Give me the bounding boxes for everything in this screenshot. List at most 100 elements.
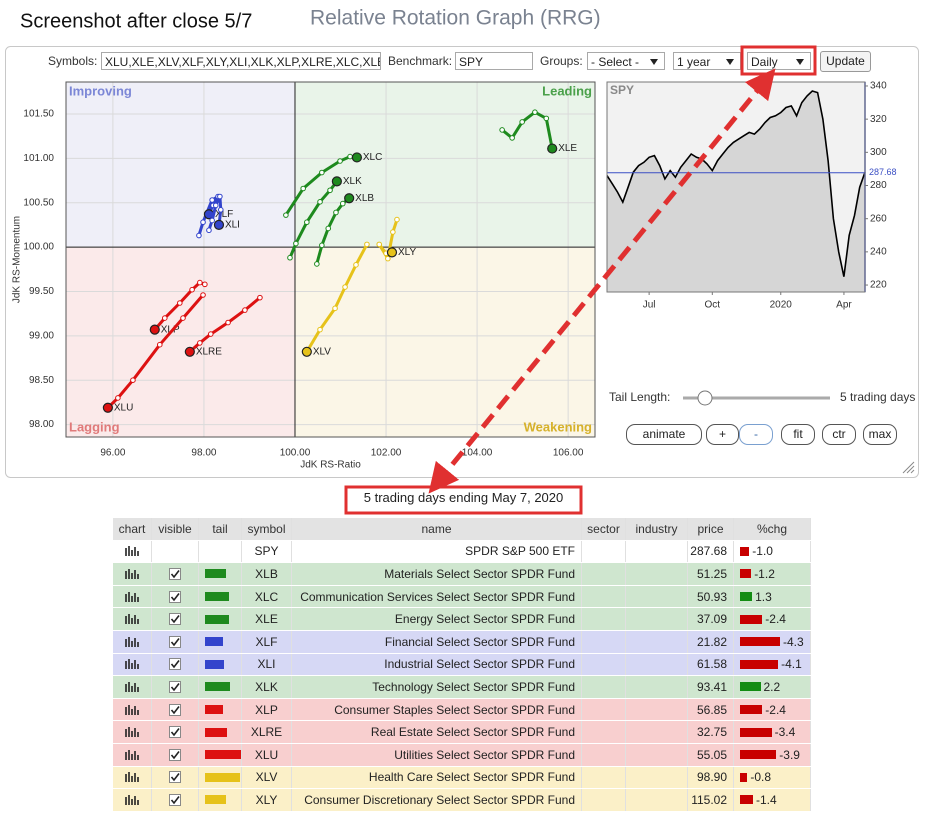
table-cell [199,743,242,766]
table-cell [626,608,688,630]
visible-checkbox[interactable] [168,658,182,671]
visible-checkbox[interactable] [168,748,182,761]
visible-checkbox[interactable] [168,567,182,580]
tail-point [242,307,248,313]
frequency-select[interactable]: Daily [747,52,811,70]
visible-checkbox[interactable] [168,726,182,739]
chart-icon[interactable] [125,591,139,603]
tail-value: 5 trading days [840,390,915,404]
table-cell [582,743,626,766]
quadrant [294,82,595,248]
head-point [547,143,558,154]
chg-value: -3.9 [779,747,800,762]
visible-checkbox[interactable] [168,771,182,784]
fund-name: Energy Select Sector SPDR Fund [394,612,575,627]
screenshot-title: Screenshot after close 5/7 [20,10,252,32]
table-cell: 37.09 [688,608,734,630]
chart-icon[interactable] [125,636,139,648]
table-cell [626,766,688,789]
rrg-button[interactable]: fit [781,424,815,445]
benchmark-input[interactable]: SPY [455,52,533,70]
x-tick-label: Apr [836,300,852,311]
table-cell [582,766,626,789]
tail-point [217,193,223,200]
quadrant-label: Improving [69,83,132,98]
tail-bar [205,750,241,760]
visible-checkbox[interactable] [168,613,182,626]
table-cell [152,743,199,766]
series-label: XLI [225,220,240,231]
quadrant-label: Leading [542,83,592,98]
rrg-button[interactable]: animate [626,424,702,445]
y-tick-label: 101.50 [23,109,54,120]
visible-checkbox[interactable] [168,680,182,693]
chg-value: -4.3 [783,634,804,649]
table-cell: -2.4 [734,608,811,630]
fund-name: Technology Select Sector SPDR Fund [372,679,575,694]
chg-bar [740,705,763,715]
head-point [386,247,398,258]
rrg-button[interactable]: - [739,424,773,445]
chart-icon[interactable] [125,658,139,670]
visible-checkbox[interactable] [168,590,182,603]
chart-icon[interactable] [125,794,139,806]
table-cell [113,789,152,811]
table-cell: SPY [242,540,292,563]
symbols-label: Symbols: [48,54,98,68]
table-cell: 51.25 [688,563,734,585]
tail-point [394,216,400,223]
visible-checkbox[interactable] [168,635,182,648]
table-cell [582,698,626,721]
table-cell: -3.9 [734,743,811,766]
y-tick-label: 340 [870,81,887,92]
fund-name: Communication Services Select Sector SPD… [300,589,575,604]
tail-point [200,292,206,298]
chart-icon[interactable] [125,613,139,625]
x-tick-label: 102.00 [371,448,402,459]
table-cell: Real Estate Select Sector SPDR Fund [292,721,582,743]
table-cell: -4.1 [734,653,811,676]
table-cell: 2.2 [734,676,811,698]
rrg-button[interactable]: + [706,424,739,445]
tail-point [519,119,525,125]
chart-icon[interactable] [125,726,139,738]
table-row: XLP Consumer Staples Select Sector SPDR F… [113,698,811,722]
table-cell: -1.0 [734,540,811,563]
chart-icon[interactable] [125,771,139,783]
visible-checkbox[interactable] [168,793,182,806]
quadrant-label: Lagging [69,419,120,434]
chart-icon[interactable] [125,749,139,761]
chg-bar [740,592,753,602]
table-cell [113,563,152,585]
period-select[interactable]: 1 year [673,52,741,70]
tail-point [209,217,215,224]
table-cell [626,540,688,563]
groups-select[interactable]: - Select - [587,52,665,70]
tail-point [177,300,183,306]
table-cell: Consumer Staples Select Sector SPDR Fund [292,698,582,721]
tail-point [293,240,299,247]
resize-handle[interactable] [902,461,915,474]
table-cell [582,585,626,608]
table-cell [626,676,688,698]
symbol: XLK [255,679,278,694]
tail-point [317,199,323,205]
chart-icon[interactable] [125,681,139,693]
update-button[interactable]: Update [820,51,871,72]
symbols-input[interactable]: XLU,XLE,XLV,XLF,XLY,XLI,XLK,XLP,XLRE,XLC… [101,52,381,70]
table-cell [626,563,688,585]
table-cell [113,608,152,630]
price: 51.25 [696,566,727,581]
chart-icon[interactable] [125,704,139,716]
rrg-button[interactable]: max [863,424,897,445]
table-cell [199,721,242,743]
visible-checkbox[interactable] [168,703,182,716]
fund-name: SPDR S&P 500 ETF [465,544,575,559]
rrg-button[interactable]: ctr [822,424,856,445]
table-cell [626,653,688,676]
tail-point [339,200,346,207]
caption: 5 trading days ending May 7, 2020 [363,490,564,505]
chart-icon[interactable] [125,568,139,580]
chart-icon[interactable] [125,545,139,557]
